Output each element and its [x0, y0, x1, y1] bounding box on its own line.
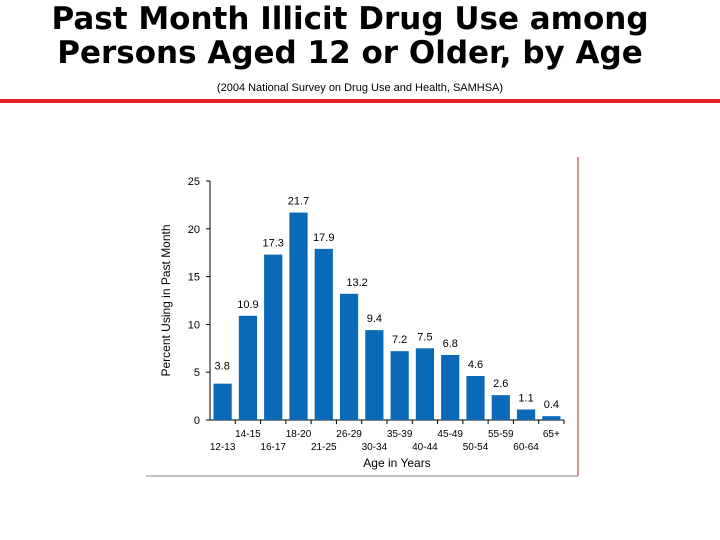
bar — [441, 354, 460, 420]
slide-title-line-2: Persons Aged 12 or Older, by Age — [57, 35, 643, 71]
bar — [390, 351, 409, 420]
y-axis-label: Percent Using in Past Month — [159, 224, 173, 376]
bar — [365, 330, 384, 420]
x-axis-label: Age in Years — [363, 456, 430, 470]
slide-title-line-1: Past Month Illicit Drug Use among — [51, 1, 649, 37]
x-tick-label: 50-54 — [463, 442, 489, 453]
x-tick-label: 30-34 — [362, 442, 388, 453]
value-labels: 3.8 10.9 17.3 21.7 17.9 13.2 9.4 7.2 7.5 6.8 4.6 2.… — [215, 196, 559, 412]
y-tick-label: 20 — [188, 224, 200, 236]
bar-value-label: 0.4 — [544, 399, 559, 411]
x-tick-label: 35-39 — [387, 429, 413, 440]
x-tick-label: 45-49 — [437, 429, 463, 440]
x-tick-label: 55-59 — [488, 429, 514, 440]
bar — [491, 395, 510, 420]
y-tick-label: 15 — [188, 272, 200, 284]
x-tick-label: 40-44 — [412, 442, 438, 453]
bar — [542, 416, 561, 420]
bar-value-label: 7.2 — [392, 334, 407, 346]
y-tick-label: 5 — [194, 367, 200, 379]
bar — [339, 293, 359, 420]
bar — [466, 376, 485, 420]
y-tick-label: 25 — [188, 176, 200, 188]
bar-value-label: 3.8 — [215, 361, 230, 373]
bar — [213, 383, 232, 420]
bar-value-label: 9.4 — [367, 313, 382, 325]
x-tick-label: 26-29 — [336, 429, 362, 440]
bar — [314, 248, 333, 420]
bar — [415, 348, 435, 420]
bar — [264, 254, 283, 420]
chart-frame — [146, 157, 579, 477]
bar-value-label: 17.3 — [263, 238, 284, 250]
title-divider — [0, 99, 720, 103]
bar-value-label: 4.6 — [468, 359, 483, 371]
slide-subtitle: (2004 National Survey on Drug Use and He… — [216, 82, 504, 94]
x-tick-label: 18-20 — [286, 429, 312, 440]
x-tick-label: 12-13 — [210, 442, 236, 453]
x-tick-label: 60-64 — [513, 442, 539, 453]
bar — [289, 212, 308, 420]
bar-value-label: 17.9 — [313, 232, 334, 244]
bar — [238, 315, 258, 420]
x-tick-label: 65+ — [543, 429, 560, 440]
bar-value-label: 21.7 — [288, 196, 309, 208]
y-tick-label: 10 — [188, 319, 200, 331]
y-tick-label: 0 — [194, 415, 200, 427]
bar-value-label: 2.6 — [493, 378, 508, 390]
bar — [516, 409, 536, 420]
x-tick-label: 14-15 — [235, 429, 261, 440]
bar-value-label: 13.2 — [346, 277, 367, 289]
bars — [213, 212, 561, 420]
bar-value-label: 6.8 — [443, 338, 458, 350]
bar-value-label: 1.1 — [518, 392, 533, 404]
bar-value-label: 10.9 — [237, 299, 258, 311]
x-tick-label: 21-25 — [311, 442, 337, 453]
slide-title: Past Month Illicit Drug Use among Person… — [0, 2, 700, 70]
bar-value-label: 7.5 — [417, 331, 432, 343]
y-axis: 0 5 10 15 20 25 — [188, 176, 211, 427]
x-tick-label: 16-17 — [260, 442, 286, 453]
